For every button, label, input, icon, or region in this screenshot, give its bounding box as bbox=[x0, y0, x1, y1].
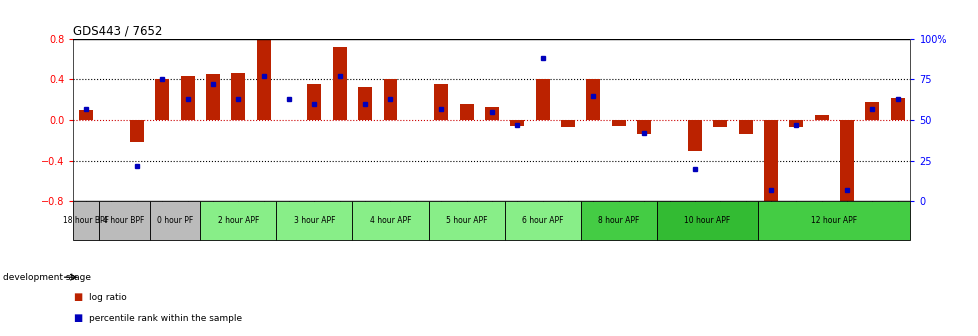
Text: 10 hour APF: 10 hour APF bbox=[684, 216, 730, 225]
Text: percentile rank within the sample: percentile rank within the sample bbox=[89, 313, 242, 323]
Text: GDS443 / 7652: GDS443 / 7652 bbox=[73, 25, 162, 38]
Text: ■: ■ bbox=[73, 292, 82, 302]
Bar bbox=[358, 87, 372, 120]
Text: 18 hour BPF: 18 hour BPF bbox=[63, 216, 109, 225]
Bar bbox=[79, 110, 93, 120]
Text: 6 hour APF: 6 hour APF bbox=[521, 216, 563, 225]
Text: 8 hour APF: 8 hour APF bbox=[598, 216, 639, 225]
Bar bbox=[200, 202, 276, 240]
Text: 2 hour APF: 2 hour APF bbox=[217, 216, 259, 225]
Text: 12 hour APF: 12 hour APF bbox=[811, 216, 857, 225]
Bar bbox=[611, 120, 625, 126]
Bar bbox=[205, 74, 220, 120]
Bar bbox=[156, 79, 169, 120]
Bar bbox=[428, 202, 504, 240]
Bar bbox=[434, 84, 448, 120]
Bar bbox=[73, 202, 99, 240]
Bar bbox=[890, 98, 904, 120]
Bar bbox=[276, 202, 352, 240]
Bar bbox=[130, 120, 144, 142]
Bar bbox=[504, 202, 580, 240]
Text: 4 hour BPF: 4 hour BPF bbox=[104, 216, 145, 225]
Bar bbox=[307, 84, 321, 120]
Text: 3 hour APF: 3 hour APF bbox=[293, 216, 334, 225]
Bar bbox=[352, 202, 428, 240]
Text: 5 hour APF: 5 hour APF bbox=[445, 216, 487, 225]
Text: 4 hour APF: 4 hour APF bbox=[370, 216, 411, 225]
Text: ■: ■ bbox=[73, 312, 82, 323]
Bar bbox=[737, 120, 752, 134]
Bar bbox=[688, 120, 701, 151]
Bar bbox=[637, 120, 650, 134]
Bar bbox=[814, 115, 827, 120]
Bar bbox=[586, 79, 600, 120]
Bar bbox=[788, 120, 803, 127]
Text: 0 hour PF: 0 hour PF bbox=[156, 216, 193, 225]
Bar bbox=[150, 202, 200, 240]
Bar bbox=[758, 202, 910, 240]
Bar bbox=[510, 120, 524, 126]
Bar bbox=[535, 79, 549, 120]
Bar bbox=[459, 104, 473, 120]
Bar bbox=[333, 47, 346, 120]
Bar bbox=[839, 120, 853, 202]
Bar bbox=[256, 39, 270, 120]
Bar bbox=[383, 79, 397, 120]
Bar bbox=[231, 73, 245, 120]
Bar bbox=[580, 202, 656, 240]
Bar bbox=[180, 76, 195, 120]
Bar bbox=[99, 202, 150, 240]
Bar bbox=[560, 120, 574, 127]
Text: log ratio: log ratio bbox=[89, 293, 127, 302]
Bar bbox=[865, 102, 878, 120]
Bar bbox=[484, 107, 499, 120]
Bar bbox=[713, 120, 727, 127]
Bar bbox=[656, 202, 758, 240]
Text: development stage: development stage bbox=[3, 273, 91, 282]
Bar bbox=[763, 120, 778, 202]
